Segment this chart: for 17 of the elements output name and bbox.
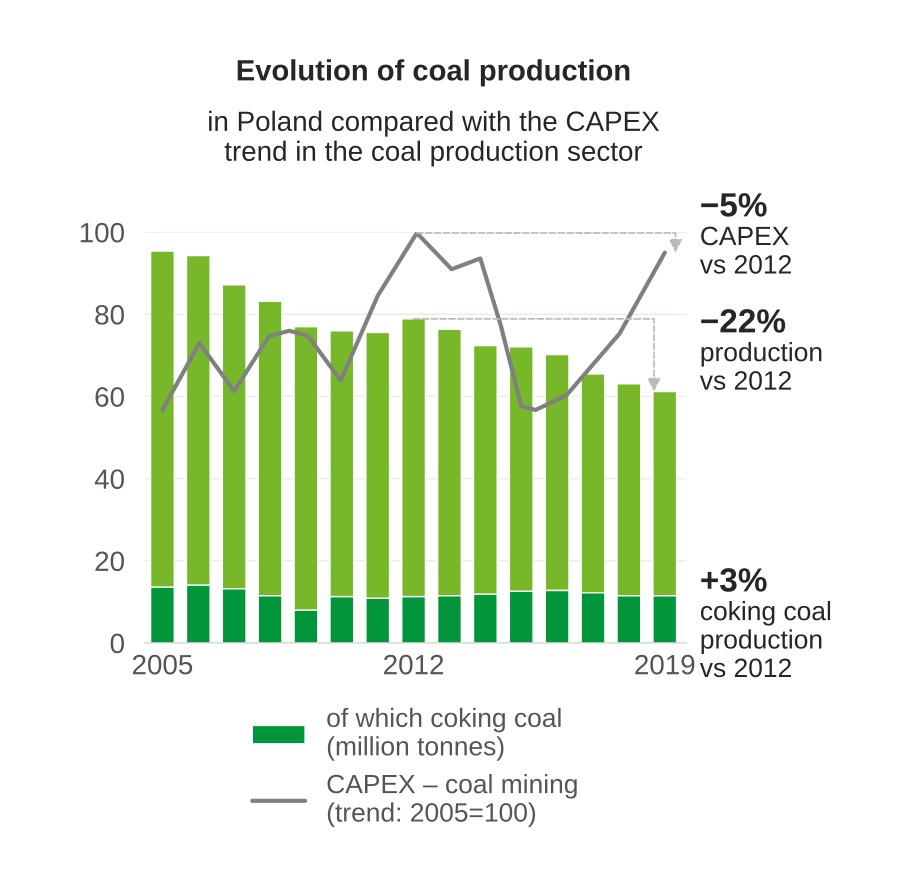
y-tick-label: 20 bbox=[96, 551, 124, 572]
x-tick-label: 2019 bbox=[635, 654, 694, 674]
y-tick-label: 0 bbox=[110, 634, 124, 654]
line-series bbox=[160, 232, 667, 412]
legend-label: CAPEX – coal mining (trend: 2005=100) bbox=[328, 774, 577, 828]
x-tick-label: 2012 bbox=[384, 654, 444, 674]
chart-title: Evolution of coal production bbox=[238, 59, 630, 86]
text: +3% coking coal production vs 2012 bbox=[700, 568, 830, 678]
y-tick-label: 80 bbox=[95, 305, 124, 325]
chart-subtitle: in Poland compared with the CAPEX trend in the coal production sector bbox=[209, 110, 660, 167]
text: −5% CAPEX vs 2012 bbox=[700, 193, 791, 274]
legend-label: of which coking coal (million tonnes) bbox=[327, 708, 561, 761]
text: −22% production vs 2012 bbox=[700, 309, 822, 390]
x-tick-label: 2005 bbox=[132, 654, 192, 674]
y-tick-label: 60 bbox=[96, 387, 124, 407]
y-tick-label: 40 bbox=[94, 469, 124, 489]
y-tick-label: 100 bbox=[80, 222, 124, 243]
